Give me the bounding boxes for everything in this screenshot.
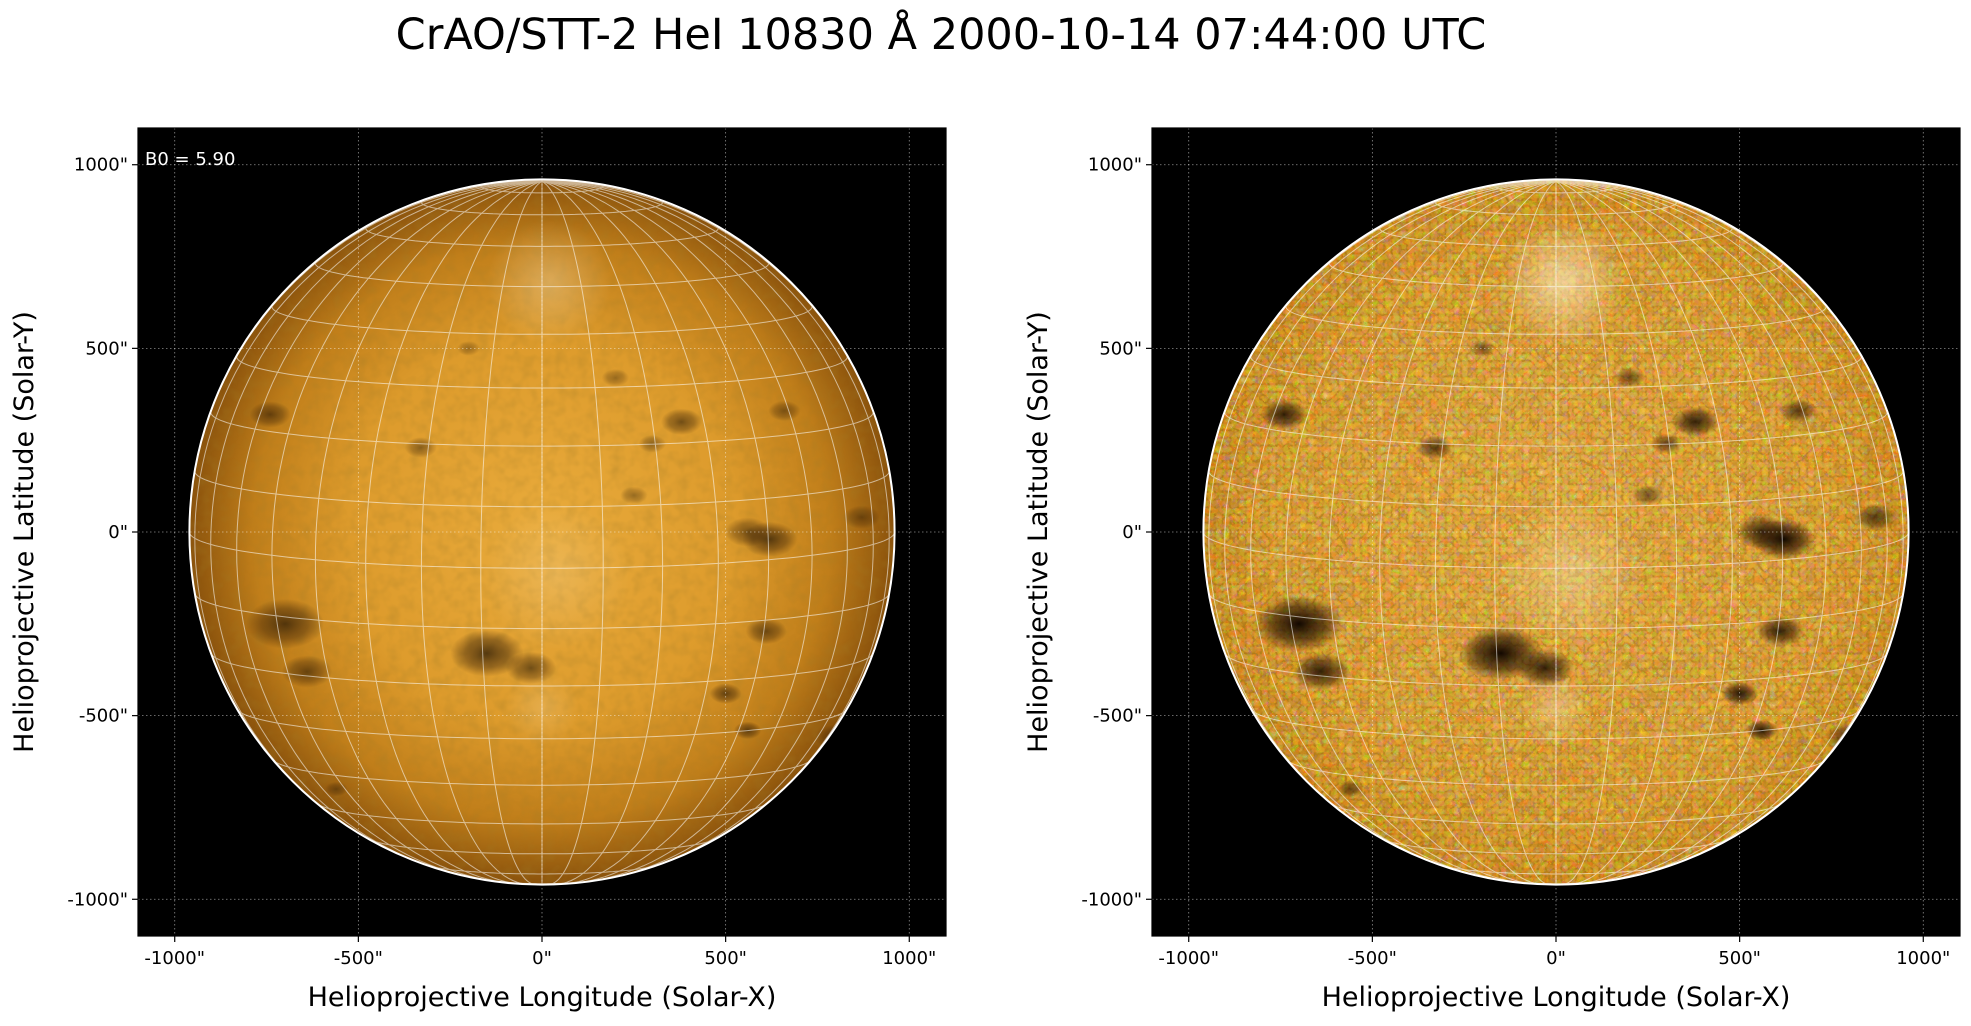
figure-title: CrAO/STT-2 HeI 10830 Å 2000-10-14 07:44:…: [395, 10, 1487, 60]
x-tick-label: 1000": [1896, 948, 1950, 969]
y-tick-label: 0": [108, 522, 128, 543]
x-tick-label: -1000": [1158, 948, 1219, 969]
dark-filament: [450, 629, 524, 677]
dark-filament: [1721, 681, 1759, 706]
dark-filament: [620, 486, 648, 505]
y-axis-label: Helioprojective Latitude (Solar-Y): [1023, 311, 1054, 753]
dark-filament: [281, 655, 333, 688]
dark-filament: [1671, 406, 1720, 438]
grid-line: [541, 180, 813, 882]
grid-line: [1555, 180, 1733, 885]
bright-region: [486, 219, 612, 345]
grid-line: [1555, 180, 1618, 885]
grid-line: [1224, 180, 1557, 870]
dark-filament: [1756, 615, 1804, 647]
dark-filament: [404, 437, 437, 458]
dark-filament: [324, 781, 348, 797]
panel-right: -1000" -500" 0" 500" 1000" 1000" 500" 0" -500" -1…: [1023, 127, 1961, 1013]
grid-line: [1434, 180, 1557, 885]
dark-filament: [768, 400, 801, 422]
y-tick-label: 500": [85, 338, 128, 359]
y-tick-label: -500": [1093, 706, 1142, 727]
grid-line: [420, 180, 543, 885]
y-tick-label: 500": [1099, 338, 1142, 359]
grid-line: [1555, 180, 1888, 870]
dark-filament: [709, 683, 742, 704]
dark-filament: [1752, 519, 1816, 560]
axes-frame: [1151, 127, 1961, 937]
dark-filament: [1631, 485, 1664, 506]
y-axis-label: Helioprojective Latitude (Solar-Y): [9, 311, 40, 753]
bright-region: [483, 502, 631, 650]
dark-filament: [457, 341, 481, 356]
x-tick-label: 0": [532, 948, 552, 969]
grid-line: [1494, 180, 1557, 885]
grid-line: [314, 180, 543, 884]
grid-line: [541, 180, 664, 885]
dark-filament: [1416, 435, 1454, 460]
grid-line: [1555, 180, 1904, 834]
y-tick-label: -1000": [1081, 889, 1142, 910]
grid-line: [541, 180, 719, 885]
bright-region: [1497, 502, 1645, 650]
grid-line: [1555, 180, 1827, 882]
dark-filament: [660, 408, 703, 436]
dark-filament: [505, 651, 557, 685]
dark-filament: [1260, 399, 1308, 430]
dark-filament: [245, 598, 324, 649]
x-tick-label: 500": [704, 948, 747, 969]
y-tick-label: -1000": [67, 889, 128, 910]
x-tick-label: -500": [1348, 948, 1397, 969]
x-axis-label: Helioprojective Longitude (Solar-X): [1322, 982, 1791, 1013]
y-tick-label: 1000": [1088, 155, 1142, 176]
grid-line: [210, 180, 543, 870]
grid-line: [480, 180, 543, 885]
y-tick-label: 0": [1122, 522, 1142, 543]
x-tick-label: 0": [1546, 948, 1566, 969]
dark-filament: [1469, 339, 1496, 357]
grid-line: [541, 180, 890, 834]
dark-filament: [1291, 652, 1350, 691]
grid-line: [365, 180, 543, 885]
x-axis-label: Helioprojective Longitude (Solar-X): [308, 982, 777, 1013]
axes-frame: [137, 127, 947, 937]
grid-line: [271, 180, 543, 882]
grid-line: [1555, 180, 1678, 885]
b0-annotation: B0 = 5.90: [145, 149, 235, 170]
dark-filament: [601, 368, 630, 387]
y-tick-label: -500": [79, 706, 128, 727]
grid-line: [1208, 180, 1557, 834]
grid-line: [194, 180, 543, 834]
x-tick-label: -500": [334, 948, 383, 969]
x-tick-label: 1000": [882, 948, 936, 969]
grid-line: [1328, 180, 1557, 884]
dark-filament: [249, 401, 291, 428]
dark-filament: [843, 505, 880, 530]
grid-line: [1379, 180, 1557, 885]
grid-line: [1555, 180, 1862, 880]
bright-region: [1500, 219, 1626, 345]
grid-line: [541, 180, 770, 884]
panel-left: -1000" -500" 0" 500" 1000" 1000" 500" 0" -500" -1…: [9, 127, 947, 1013]
dark-filament: [1779, 398, 1817, 423]
dark-filament: [1515, 649, 1575, 687]
y-tick-label: 1000": [74, 155, 128, 176]
dark-filament: [1254, 595, 1344, 653]
grid-line: [541, 180, 848, 880]
dark-filament: [1613, 367, 1646, 388]
grid-line: [236, 180, 543, 880]
grid-line: [541, 180, 604, 885]
grid-line: [541, 180, 874, 870]
dark-filament: [745, 617, 787, 645]
grid-line: [1285, 180, 1557, 882]
x-tick-label: -1000": [144, 948, 205, 969]
dark-filament: [742, 521, 798, 557]
dark-filament: [1337, 780, 1364, 798]
x-tick-label: 500": [1718, 948, 1761, 969]
grid-line: [1250, 180, 1557, 880]
grid-line: [1555, 180, 1784, 884]
